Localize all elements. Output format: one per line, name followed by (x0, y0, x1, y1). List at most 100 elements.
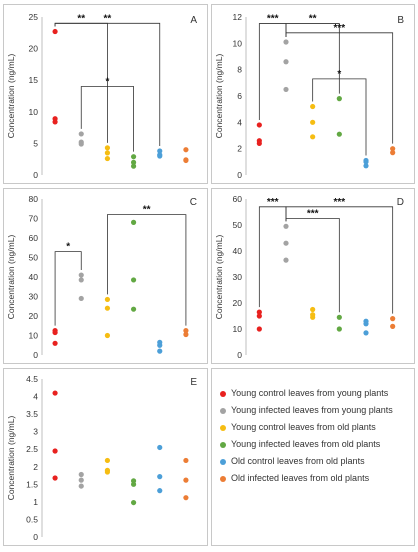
significance-bracket (312, 78, 367, 156)
y-tick-label: 60 (233, 194, 243, 204)
data-point (52, 340, 58, 346)
data-point (104, 155, 111, 162)
legend-marker (220, 441, 226, 448)
y-tick-label: 4.5 (26, 374, 38, 384)
data-point (157, 444, 163, 451)
legend-label: Old infected leaves from old plants (231, 473, 370, 483)
significance-bracket (258, 23, 287, 120)
significance-label: ** (309, 14, 317, 25)
significance-bracket (54, 22, 161, 146)
y-tick-label: 5 (33, 138, 38, 148)
data-point (256, 313, 262, 319)
data-point (104, 305, 111, 311)
data-point (157, 488, 163, 494)
y-tick-label: 4 (33, 392, 38, 402)
significance-label: *** (307, 209, 319, 220)
y-tick-label: 1.5 (26, 479, 38, 489)
data-point (283, 39, 289, 45)
data-point (283, 257, 289, 263)
y-tick-label: 2.5 (26, 444, 38, 454)
data-point (183, 477, 189, 483)
panel-a: 0 5 10 15 20 25 Concentration (ng/mL) A ** ** * (3, 4, 208, 184)
panel-d: 0 10 20 30 40 50 60 Concentration (ng/mL) D *** **… (211, 188, 415, 364)
data-point (52, 475, 58, 481)
y-tick-label: 10 (233, 38, 243, 48)
y-tick-label: 2 (33, 462, 38, 472)
data-point (78, 295, 84, 302)
significance-bracket (54, 251, 82, 326)
y-tick-label: 6 (237, 91, 242, 101)
data-point (78, 483, 84, 489)
y-tick-label: 0 (33, 170, 38, 180)
significance-bracket (285, 32, 394, 144)
legend-item: Young infected leaves from old plants (220, 439, 380, 449)
significance-bracket (258, 206, 287, 308)
y-tick-label: 0 (33, 532, 38, 542)
significance-label: ** (104, 13, 112, 24)
legend-item: Young control leaves from old plants (220, 422, 376, 432)
significance-label: ** (143, 205, 151, 216)
data-point (183, 157, 189, 164)
data-point (283, 59, 289, 65)
legend-box: Young control leaves from young plants Yo… (211, 368, 415, 546)
y-tick-label: 20 (29, 44, 39, 54)
y-tick-label: 0 (237, 170, 242, 180)
significance-label: * (105, 77, 109, 88)
y-tick-label: 30 (29, 292, 39, 302)
data-point (310, 134, 316, 140)
data-point (130, 154, 137, 160)
data-point (336, 326, 342, 332)
data-point (363, 163, 369, 169)
legend-item: Old infected leaves from old plants (220, 473, 369, 483)
chart-c: 0 10 20 30 40 50 60 70 80 Concentration (ng/mL) C *… (6, 194, 197, 360)
data-point (130, 159, 137, 165)
significance-label: *** (267, 14, 279, 25)
significance-label: * (337, 69, 341, 80)
chart-e: 0 0.5 1 1.5 2 2.5 3 3.5 4 4.5 Concentration (ng/mL… (6, 374, 197, 542)
significance-bracket (285, 206, 394, 314)
panel-letter: E (190, 377, 197, 388)
data-point (52, 28, 58, 35)
data-point (390, 323, 396, 329)
data-point (310, 306, 316, 313)
legend-label: Young control leaves from old plants (231, 422, 376, 432)
data-point (130, 219, 137, 225)
data-point (130, 306, 137, 312)
y-tick-label: 10 (29, 107, 39, 117)
legend-item: Old control leaves from old plants (220, 456, 365, 466)
y-tick-label: 0.5 (26, 514, 38, 524)
data-point (157, 474, 163, 480)
data-point (104, 296, 111, 303)
y-tick-label: 30 (233, 272, 243, 282)
data-point (183, 331, 189, 338)
y-tick-label: 2 (237, 144, 242, 154)
data-point (183, 147, 189, 153)
y-axis-title: Concentration (ng/mL) (6, 54, 16, 139)
significance-bracket (107, 214, 187, 326)
data-point (336, 96, 342, 102)
data-point (104, 457, 111, 464)
legend-label: Young infected leaves from young plants (231, 405, 393, 415)
data-point (130, 499, 137, 506)
data-point (130, 481, 137, 487)
panel-letter: A (190, 15, 197, 26)
panel-letter: C (190, 197, 197, 208)
legend-item: Young control leaves from young plants (220, 388, 388, 398)
data-point (363, 159, 369, 165)
data-point (310, 119, 316, 125)
y-axis-title: Concentration (ng/mL) (6, 416, 16, 501)
panel-letter: D (397, 197, 404, 208)
data-point (256, 122, 262, 128)
data-point (183, 495, 189, 501)
data-point (310, 314, 316, 320)
data-point (283, 86, 289, 93)
legend-label: Old control leaves from old plants (231, 456, 365, 466)
y-tick-label: 8 (237, 65, 242, 75)
data-point (78, 131, 84, 137)
data-point (78, 471, 84, 478)
data-point (283, 223, 289, 229)
data-point (52, 119, 58, 125)
data-point (52, 448, 58, 454)
